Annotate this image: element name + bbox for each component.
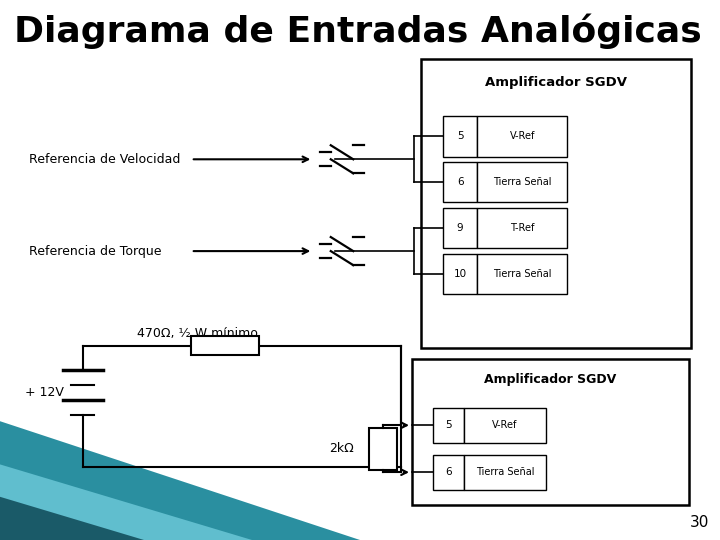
Bar xyxy=(477,116,567,157)
Text: 6: 6 xyxy=(445,467,452,477)
Bar xyxy=(412,359,689,505)
Text: Amplificador SGDV: Amplificador SGDV xyxy=(485,76,627,89)
Text: Diagrama de Entradas Analógicas: Diagrama de Entradas Analógicas xyxy=(14,14,702,49)
Text: Referencia de Torque: Referencia de Torque xyxy=(29,245,161,258)
Bar xyxy=(477,208,567,248)
Bar xyxy=(433,455,464,490)
Bar xyxy=(464,455,546,490)
Bar xyxy=(191,336,259,355)
Bar xyxy=(443,254,477,294)
Bar xyxy=(477,254,567,294)
Bar xyxy=(477,162,567,202)
Text: V-Ref: V-Ref xyxy=(492,420,518,430)
Bar xyxy=(421,59,691,348)
Text: T-Ref: T-Ref xyxy=(510,223,534,233)
Bar xyxy=(443,162,477,202)
Text: 2kΩ: 2kΩ xyxy=(329,442,354,455)
Bar xyxy=(369,428,397,469)
Text: 30: 30 xyxy=(690,515,709,530)
Text: 9: 9 xyxy=(456,223,464,233)
Polygon shape xyxy=(0,464,252,540)
Polygon shape xyxy=(0,497,144,540)
Text: Referencia de Velocidad: Referencia de Velocidad xyxy=(29,153,180,166)
Text: Amplificador SGDV: Amplificador SGDV xyxy=(485,373,616,386)
Text: Tierra Señal: Tierra Señal xyxy=(476,467,534,477)
Text: V-Ref: V-Ref xyxy=(510,131,535,141)
Bar xyxy=(464,408,546,443)
Bar xyxy=(443,208,477,248)
Bar xyxy=(433,408,464,443)
Polygon shape xyxy=(0,421,360,540)
Bar xyxy=(443,116,477,157)
Text: 5: 5 xyxy=(445,420,452,430)
Text: 10: 10 xyxy=(454,269,467,279)
Text: + 12V: + 12V xyxy=(25,386,64,399)
Text: Tierra Señal: Tierra Señal xyxy=(493,269,552,279)
Text: 5: 5 xyxy=(456,131,464,141)
Text: 470Ω, ½ W mínimo: 470Ω, ½ W mínimo xyxy=(137,327,258,340)
Text: 6: 6 xyxy=(456,177,464,187)
Text: Tierra Señal: Tierra Señal xyxy=(493,177,552,187)
